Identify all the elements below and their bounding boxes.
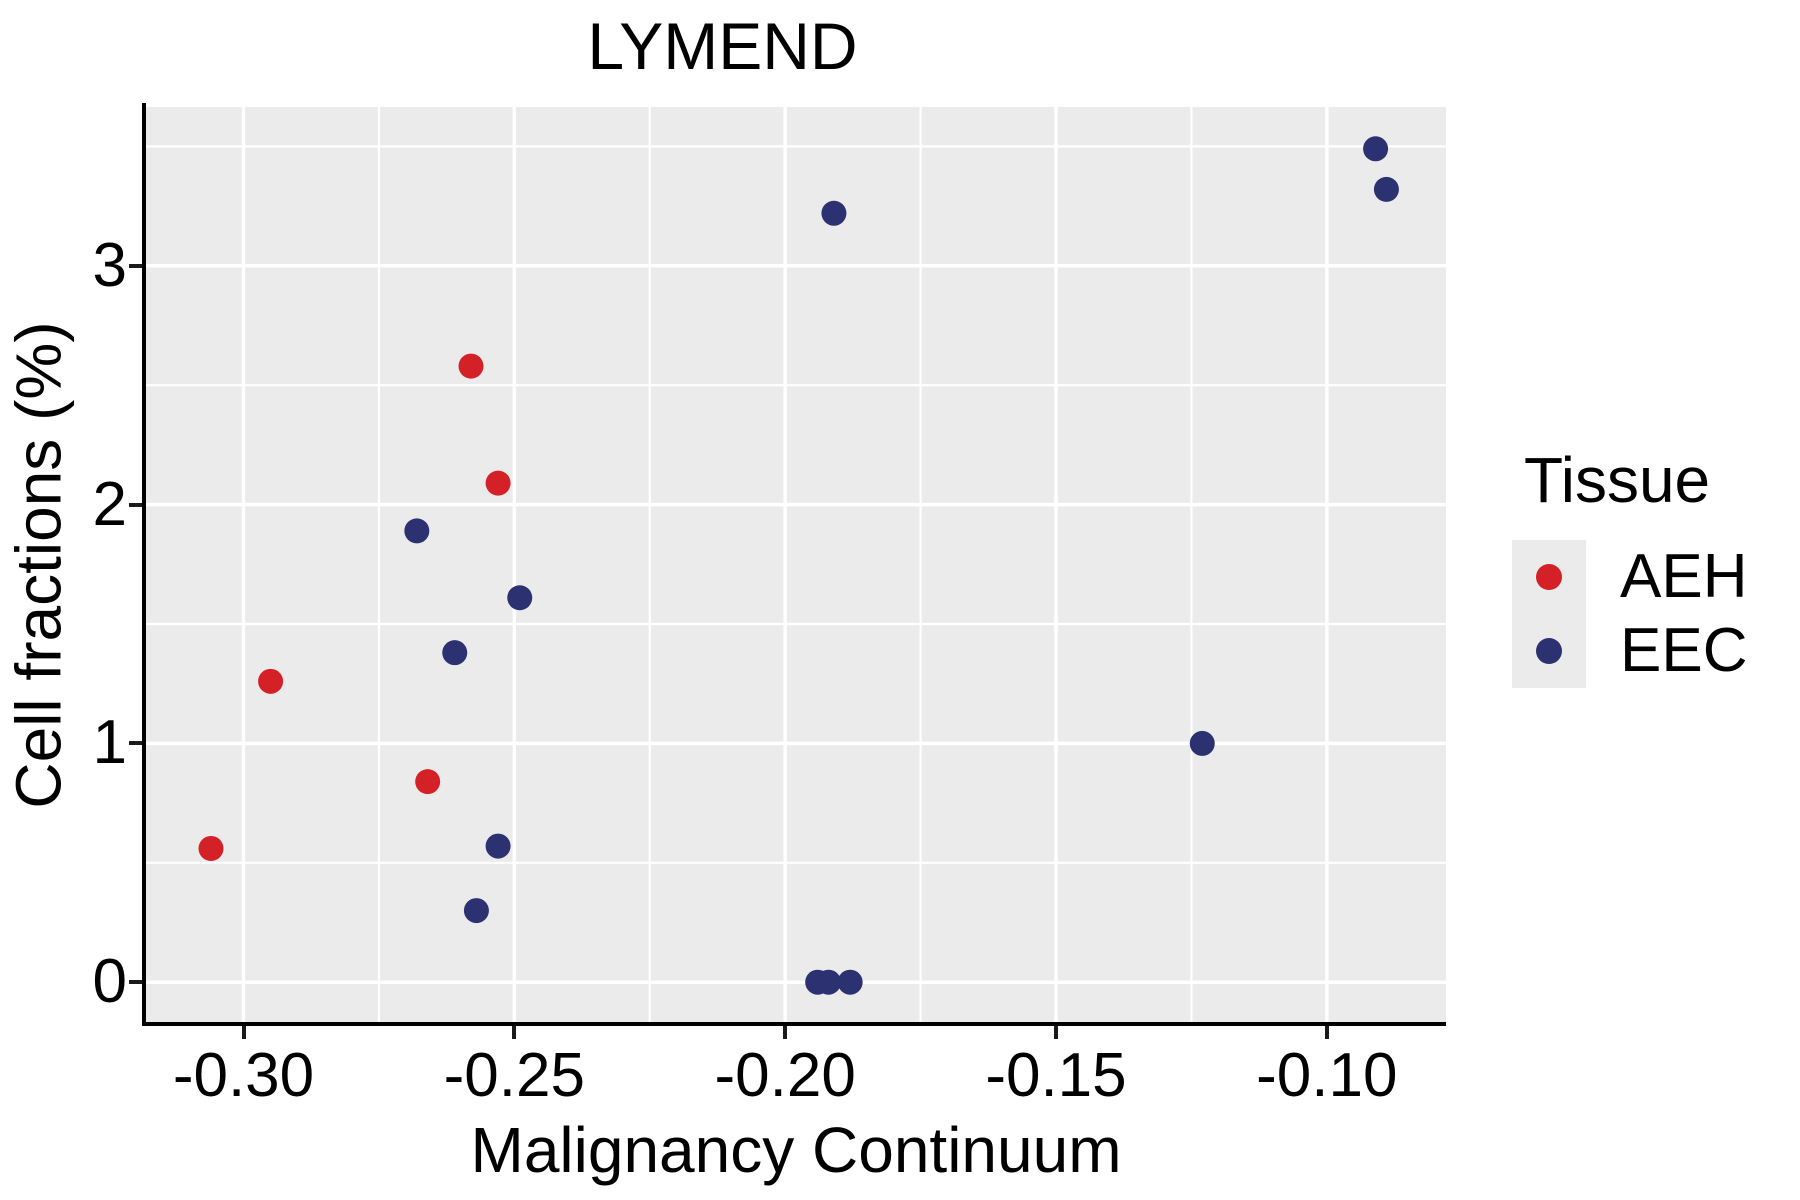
y-axis-tick [129, 502, 142, 507]
data-point-eec [837, 969, 863, 995]
eec-dot-icon [1536, 638, 1562, 664]
y-tick-label: 1 [92, 708, 127, 778]
x-tick-label: -0.10 [1256, 1041, 1398, 1110]
legend-label-aeh: AEH [1620, 542, 1748, 611]
y-tick-label: 0 [92, 947, 127, 1017]
legend-key-eec [1512, 614, 1586, 688]
data-point-aeh [458, 353, 484, 379]
scatter-canvas [146, 107, 1446, 1024]
x-axis-tick [512, 1026, 517, 1039]
data-point-eec [463, 898, 489, 924]
y-axis-tick [129, 741, 142, 746]
y-axis-line [142, 103, 146, 1026]
data-point-eec [821, 200, 847, 226]
x-axis-tick [1054, 1026, 1058, 1039]
data-point-eec [1373, 176, 1399, 202]
y-axis-tick [129, 263, 142, 268]
x-axis-tick [241, 1026, 246, 1039]
legend-title: Tissue [1524, 444, 1711, 516]
data-point-aeh [198, 835, 224, 861]
x-axis-tick [783, 1026, 788, 1039]
data-point-aeh [415, 769, 441, 795]
aeh-dot-icon [1536, 564, 1562, 590]
x-tick-label: -0.25 [443, 1041, 585, 1110]
x-axis-line [142, 1022, 1446, 1026]
x-axis-tick [1324, 1026, 1329, 1039]
data-point-eec [1189, 730, 1215, 756]
legend-key-aeh [1512, 540, 1586, 614]
y-axis-tick [129, 980, 142, 985]
plot-panel [146, 107, 1446, 1024]
x-axis-title: Malignancy Continuum [470, 1114, 1122, 1186]
legend-label-eec: EEC [1620, 616, 1748, 685]
plot-title: LYMEND [587, 9, 858, 83]
y-tick-label: 2 [92, 469, 127, 539]
data-point-eec [507, 585, 533, 611]
x-tick-label: -0.30 [172, 1041, 315, 1110]
data-point-eec [404, 518, 430, 544]
data-point-aeh [258, 668, 284, 694]
data-point-eec [485, 833, 511, 859]
x-tick-label: -0.20 [714, 1041, 856, 1110]
y-tick-label: 3 [92, 230, 127, 300]
data-point-eec [442, 640, 468, 666]
data-point-aeh [485, 470, 511, 496]
data-point-eec [1363, 136, 1389, 162]
x-tick-label: -0.15 [985, 1041, 1127, 1110]
data-point-eec [816, 969, 841, 995]
